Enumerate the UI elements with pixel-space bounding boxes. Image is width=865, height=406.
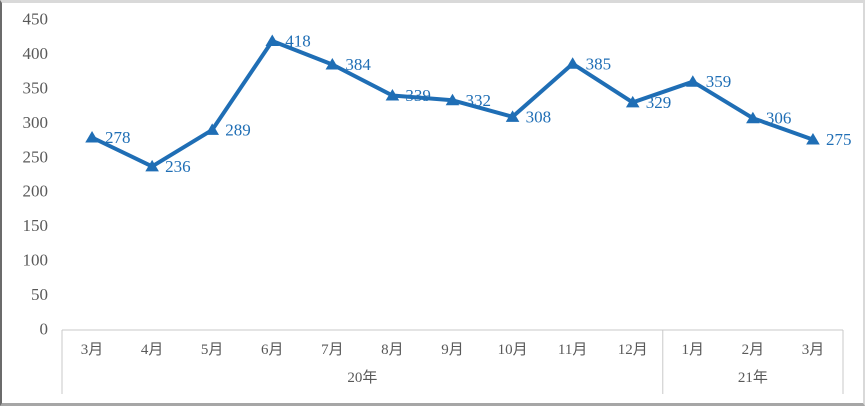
data-label: 306	[766, 109, 792, 128]
data-point-marker	[265, 34, 280, 47]
year-label: 20年	[347, 369, 377, 386]
x-tick-label: 11月	[558, 342, 587, 358]
data-label: 359	[706, 72, 732, 91]
x-tick-label: 1月	[682, 342, 705, 358]
data-point-marker	[385, 88, 400, 101]
y-tick-label: 250	[23, 147, 49, 166]
data-label: 236	[165, 157, 191, 176]
data-label: 339	[405, 86, 431, 105]
data-label: 275	[826, 130, 852, 149]
x-tick-label: 10月	[498, 342, 528, 358]
data-label: 289	[225, 120, 251, 139]
data-point-marker	[505, 110, 520, 122]
data-label: 278	[105, 128, 130, 147]
data-label: 385	[586, 54, 612, 73]
year-label: 21年	[738, 369, 768, 386]
data-point-marker	[686, 75, 700, 87]
data-point-marker	[85, 130, 99, 143]
data-point-marker	[806, 133, 820, 145]
x-tick-label: 7月	[321, 342, 344, 358]
y-tick-label: 200	[23, 182, 49, 201]
data-label: 308	[526, 107, 552, 126]
data-point-marker	[325, 57, 340, 70]
x-tick-label: 8月	[381, 342, 404, 358]
y-tick-label: 50	[31, 285, 48, 304]
x-tick-label: 9月	[441, 342, 464, 358]
chart-canvas: 0 50 100 150 200 250 300 350 400 450 3月 4月 5月 6月 7月 8月 9…	[23, 10, 852, 394]
y-tick-label: 100	[23, 251, 49, 270]
data-label: 332	[466, 91, 492, 110]
x-tick-label: 12月	[618, 342, 648, 358]
x-tick-label: 5月	[201, 342, 224, 358]
data-point-marker	[205, 123, 219, 135]
x-tick-label: 6月	[261, 342, 284, 358]
x-tick-label: 2月	[742, 342, 765, 358]
data-point-marker	[445, 93, 460, 106]
y-tick-label: 300	[23, 113, 49, 132]
x-tick-label: 4月	[141, 342, 164, 358]
data-label: 329	[646, 93, 672, 112]
data-point-marker	[565, 57, 580, 69]
data-point-marker	[625, 95, 640, 108]
y-tick-label: 350	[23, 78, 49, 97]
data-point-marker	[746, 111, 760, 124]
y-tick-label: 450	[23, 10, 49, 29]
x-tick-label: 3月	[802, 342, 825, 358]
data-label: 418	[285, 32, 311, 51]
x-tick-label: 3月	[81, 342, 104, 358]
y-tick-label: 0	[40, 320, 49, 339]
data-label: 384	[345, 55, 371, 74]
data-point-marker	[145, 159, 159, 172]
y-tick-label: 150	[23, 216, 49, 235]
y-tick-label: 400	[23, 44, 49, 63]
